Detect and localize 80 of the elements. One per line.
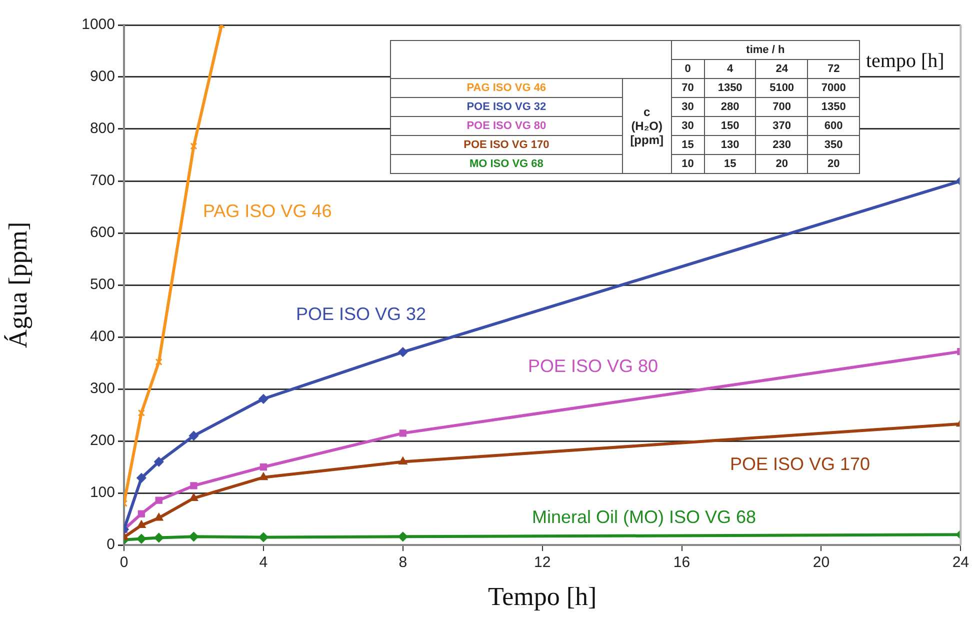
point — [138, 510, 146, 518]
point — [136, 473, 146, 483]
point — [258, 394, 268, 404]
text: POE ISO VG 170 — [390, 136, 622, 154]
y-tick-label: 100 — [90, 484, 115, 502]
data-label: 1350 — [704, 78, 756, 98]
x-tick-label: 16 — [673, 554, 690, 572]
point — [190, 482, 198, 490]
x-axis-title: Tempo [h] — [488, 582, 597, 612]
data-label: 15 — [704, 154, 756, 174]
data-label: 1350 — [808, 98, 860, 116]
series-label: POE ISO VG 80 — [528, 356, 658, 376]
series-label: PAG ISO VG 46 — [203, 200, 332, 221]
x-tick-label: 4 — [259, 554, 268, 572]
y-tick-label: 0 — [106, 536, 115, 554]
y-tick-label: 700 — [90, 172, 115, 190]
point — [190, 142, 198, 150]
text: MO ISO VG 68 — [390, 154, 622, 174]
point — [398, 457, 408, 465]
point — [399, 430, 406, 437]
y-tick-label: 600 — [90, 224, 115, 242]
point — [398, 347, 408, 357]
data-label: 280 — [704, 98, 756, 116]
data-label: 700 — [756, 98, 808, 116]
y-tick-label: 500 — [90, 276, 115, 294]
data-label: 230 — [756, 136, 808, 154]
y-tick-label: 800 — [90, 120, 115, 138]
y-tick-label: 300 — [90, 380, 115, 398]
data-label: 30 — [671, 98, 704, 116]
annotation: tempo [h] — [866, 50, 944, 73]
data-label: 5100 — [756, 78, 808, 98]
data-label: 370 — [756, 116, 808, 136]
category-label: 24 — [756, 60, 808, 78]
point — [260, 463, 268, 471]
point — [154, 457, 164, 467]
text: c (H₂O) [ppm] — [622, 78, 672, 174]
series-label: PAG ISO VG 46 — [390, 78, 622, 98]
point — [398, 532, 408, 542]
data-label: 350 — [808, 136, 860, 154]
point — [137, 520, 146, 528]
data-label: 20 — [808, 154, 860, 174]
text: POE ISO VG 80 — [390, 116, 622, 136]
data-label: 70 — [671, 78, 704, 98]
series-label: POE ISO VG 32 — [296, 304, 426, 324]
x-tick-label: 0 — [120, 554, 128, 572]
y-tick-label: 400 — [90, 328, 115, 346]
series-label: Mineral Oil (MO) ISO VG 68 — [532, 506, 756, 527]
point — [190, 493, 198, 501]
point — [138, 409, 146, 416]
category-label: 0 — [671, 60, 704, 78]
x-tick-label: 20 — [812, 554, 830, 572]
point — [259, 472, 268, 480]
x-tick-label: 8 — [398, 554, 408, 572]
point — [154, 513, 164, 521]
category-label: 72 — [808, 60, 860, 78]
data-label: 15 — [671, 136, 704, 154]
x-tick-label: 12 — [534, 554, 551, 572]
point — [155, 496, 162, 504]
x-tick-label: 24 — [952, 554, 969, 572]
data-label: 600 — [808, 116, 860, 136]
point — [188, 431, 198, 441]
series-label: POE ISO VG 170 — [730, 454, 870, 474]
y-tick-label: 900 — [90, 68, 115, 86]
data-label: 7000 — [808, 78, 860, 98]
data-label: 150 — [704, 116, 756, 136]
data-label: 10 — [671, 154, 704, 174]
text: time / h — [671, 40, 860, 60]
point — [258, 532, 268, 542]
y-tick-label: 200 — [90, 432, 115, 450]
data-label: 130 — [704, 136, 756, 154]
y-tick-label: 1000 — [82, 16, 115, 34]
data-label: 20 — [756, 154, 808, 174]
point — [155, 358, 162, 366]
data-label: 30 — [671, 116, 704, 136]
point — [136, 534, 146, 544]
text: POE ISO VG 32 — [390, 98, 622, 116]
point — [188, 532, 198, 542]
point — [154, 532, 164, 542]
y-axis-title: Água [ppm] — [3, 222, 32, 348]
category-label: 4 — [704, 60, 756, 78]
